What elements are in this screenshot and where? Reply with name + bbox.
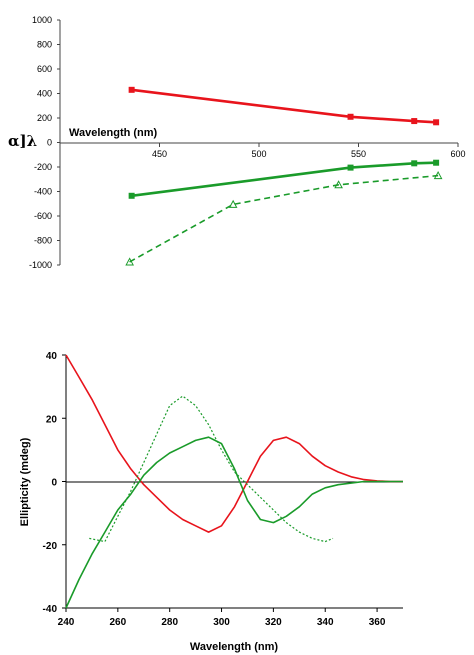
chart1-data-point [228,199,238,208]
chart1-y-tick-label: -800 [34,236,52,246]
chart1-x-axis-label: Wavelength (nm) [69,127,158,139]
chart2-series-line-1 [65,354,403,533]
chart1-x-tick-label: 550 [351,149,366,159]
chart1-x-ticks: 450 500 550 600 [152,143,466,159]
chart2-x-axis-label: Wavelength (nm) [190,641,279,653]
chart1-y-tick-label: 0 [47,138,52,148]
chart2-x-tick-label: 360 [369,617,386,628]
chart1-data-point [411,118,418,125]
chart2-x-tick-label: 320 [265,617,282,628]
chart2-series-line-2 [65,436,403,609]
chart2-x-tick-label: 300 [213,617,230,628]
chart1-y-tick-label: 200 [37,113,52,123]
chart1-data-point [128,192,135,199]
chart1-data-point [334,180,343,189]
chart1-series-line-3 [129,174,439,263]
chart1-data-point [433,119,440,126]
chart1-y-tick-label: -1000 [29,260,52,270]
chart2-x-ticks: 240 260 280 300 320 340 360 [58,608,386,628]
chart2-y-tick-label: 20 [46,414,58,425]
chart2-y-ticks: 40 20 0 -20 -40 [43,351,66,615]
chart1-series [125,86,443,266]
chart2-y-tick-label: -20 [43,541,58,552]
chart1-data-point [433,159,440,166]
chart1-data-point [347,164,354,171]
chart2-series-line-3 [89,395,334,543]
chart1-y-tick-label: 600 [37,64,52,74]
chart1-y-tick-label: 400 [37,89,52,99]
chart1-x-tick-label: 500 [251,149,266,159]
chart1-data-point [128,86,135,93]
chart2-series [65,354,403,609]
chart1-y-tick-label: -400 [34,187,52,197]
chart1-x-tick-label: 450 [152,149,167,159]
chart1-y-tick-label: 1000 [32,15,52,25]
chart2-y-tick-label: 40 [46,351,58,362]
chart2-x-tick-label: 340 [317,617,334,628]
chart2-x-tick-label: 240 [58,617,75,628]
chart1-data-point [125,257,134,266]
chart2-y-tick-label: -40 [43,604,58,615]
chart1-data-point [433,171,443,180]
chart1-x-tick-label: 600 [450,149,465,159]
optical-rotation-chart: 1000 800 600 400 200 0 -200 -400 -600 -800 -1000 4… [8,15,466,270]
chart1-series-line-2 [131,161,437,198]
chart1-data-point [347,113,354,120]
chart1-data-point [411,160,418,167]
chart2-y-axis-label: Ellipticity (mdeg) [19,437,31,526]
chart1-y-tick-label: -600 [34,211,52,221]
chart1-y-tick-label: -200 [34,162,52,172]
chart2-x-tick-label: 280 [161,617,178,628]
chart1-y-tick-label: 800 [37,40,52,50]
chart1-y-axis-label: α]λ [8,132,37,150]
chart1-y-ticks: 1000 800 600 400 200 0 -200 -400 -600 -800 -1000 [29,15,60,270]
ellipticity-chart: 40 20 0 -20 -40 240 260 280 300 320 340 360 Wavele… [19,351,403,653]
chart1-series-line-1 [131,88,437,124]
chart2-y-tick-label: 0 [51,478,57,489]
chart2-x-tick-label: 260 [110,617,127,628]
